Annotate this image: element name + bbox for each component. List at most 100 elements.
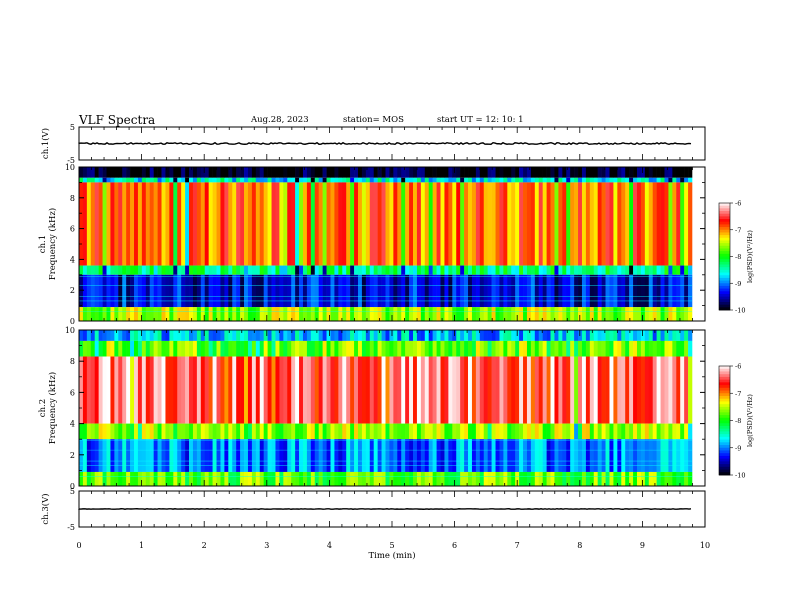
spectrogram-cell <box>126 356 131 424</box>
spectrogram-cell <box>244 182 249 266</box>
spectrogram-cell <box>420 167 426 178</box>
station-label: station= MOS <box>343 115 404 125</box>
spectrogram-cell <box>424 439 430 472</box>
spectrogram-cell <box>428 167 433 178</box>
spectrogram-cell <box>495 177 500 183</box>
spectrogram-cell <box>538 177 543 183</box>
spectrogram-cell <box>448 182 453 266</box>
colorbar-segment <box>719 404 730 408</box>
spectrogram-cell <box>409 177 414 183</box>
spectrogram-cell <box>401 439 406 472</box>
spectrogram-cell <box>208 356 213 424</box>
spectrogram-cell <box>200 167 206 178</box>
spectrogram-cell <box>660 356 665 424</box>
spectrogram-cell <box>220 167 225 178</box>
spectrogram-cell <box>299 177 304 183</box>
spectrogram-cell <box>314 439 319 472</box>
spectrogram-cell <box>310 307 316 321</box>
spectrogram-cell <box>448 340 453 357</box>
spectrogram-cell <box>636 307 642 321</box>
spectrogram-cell <box>224 423 229 440</box>
colorbar-segment <box>719 366 730 370</box>
spectrogram-cell <box>444 265 449 275</box>
spectrogram-cell <box>291 330 296 341</box>
spectrogram-cell <box>302 471 308 486</box>
spectrogram-cell <box>413 423 418 440</box>
spectrogram-cell <box>302 340 308 357</box>
spectrogram-cell <box>247 177 253 183</box>
spectrogram-cell <box>550 167 555 178</box>
spectrogram-cell <box>648 471 654 486</box>
spectrogram-cell <box>224 356 229 424</box>
spectrogram-cell <box>511 340 516 357</box>
spectrogram-cell <box>271 307 276 321</box>
spectrogram-cell <box>220 423 225 440</box>
spectrogram-cell <box>644 423 650 440</box>
spectrogram-cell <box>137 356 143 424</box>
spectrogram-cell <box>322 340 327 357</box>
spectrogram-cell <box>688 423 693 440</box>
spectrogram-cell <box>98 177 103 183</box>
spectrogram-cell <box>369 471 375 486</box>
spectrogram-cell <box>554 471 559 486</box>
spectrogram-cell <box>452 340 457 357</box>
spectrogram-cell <box>354 356 359 424</box>
spectrogram-cell <box>102 423 107 440</box>
spectrogram-cell <box>302 265 308 275</box>
spectrogram-cell <box>86 330 92 341</box>
spectrogram-cell <box>448 265 453 275</box>
spectrogram-cell <box>601 471 606 486</box>
spectrogram-cell <box>98 330 103 341</box>
spectrogram-cell <box>255 471 261 486</box>
y-tick-label: 6 <box>70 388 75 397</box>
spectrogram-cell <box>389 177 394 183</box>
spectrogram-cell <box>130 471 135 486</box>
y-tick-label: -5 <box>67 523 75 532</box>
spectrogram-cell <box>483 182 488 266</box>
spectrogram-cell <box>122 274 127 308</box>
spectrogram-cell <box>487 182 492 266</box>
spectrogram-cell <box>652 182 657 266</box>
spectrogram-cell <box>192 471 198 486</box>
spectrogram-cell <box>149 265 154 275</box>
spectrogram-cell <box>228 182 233 266</box>
spectrogram-cell <box>251 340 257 357</box>
spectrogram-cell <box>79 265 84 275</box>
colorbar-segment <box>719 203 730 207</box>
spectrogram-cell <box>440 356 445 424</box>
spectrogram-cell <box>224 274 229 308</box>
spectrogram-cell <box>212 307 217 321</box>
spectrogram-cell <box>495 439 500 472</box>
spectrogram-cell <box>550 356 555 424</box>
spectrogram-cell <box>338 182 343 266</box>
spectrogram-cell <box>342 265 347 275</box>
spectrogram-cell <box>680 471 685 486</box>
spectrogram-cell <box>644 265 650 275</box>
spectrogram-cell <box>318 439 323 472</box>
spectrogram-cell <box>491 471 496 486</box>
spectrogram-cell <box>130 330 135 341</box>
spectrogram-cell <box>684 423 689 440</box>
spectrogram-cell <box>369 182 375 266</box>
spectrogram-cell <box>416 471 422 486</box>
spectrogram-cell <box>181 177 186 183</box>
spectrogram-cell <box>562 330 567 341</box>
colorbar-tick-label: -10 <box>735 472 745 480</box>
spectrogram-cell <box>82 471 88 486</box>
spectrogram-cell <box>106 177 111 183</box>
spectrogram-cell <box>570 182 575 266</box>
colorbar-segment <box>719 256 730 260</box>
colorbar-segment <box>719 283 730 287</box>
spectrogram-cell <box>259 439 264 472</box>
spectrogram-cell <box>633 307 638 321</box>
spectrogram-cell <box>652 167 657 178</box>
colorbar-tick-label: -6 <box>735 363 741 371</box>
spectrogram-cell <box>271 177 276 183</box>
spectrogram-cell <box>291 471 296 486</box>
spectrogram-cell <box>593 340 598 357</box>
spectrogram-cell <box>314 177 319 183</box>
spectrogram-cell <box>173 356 178 424</box>
spectrogram-cell <box>605 423 610 440</box>
spectrogram-cell <box>255 439 261 472</box>
spectrogram-cell <box>94 340 99 357</box>
